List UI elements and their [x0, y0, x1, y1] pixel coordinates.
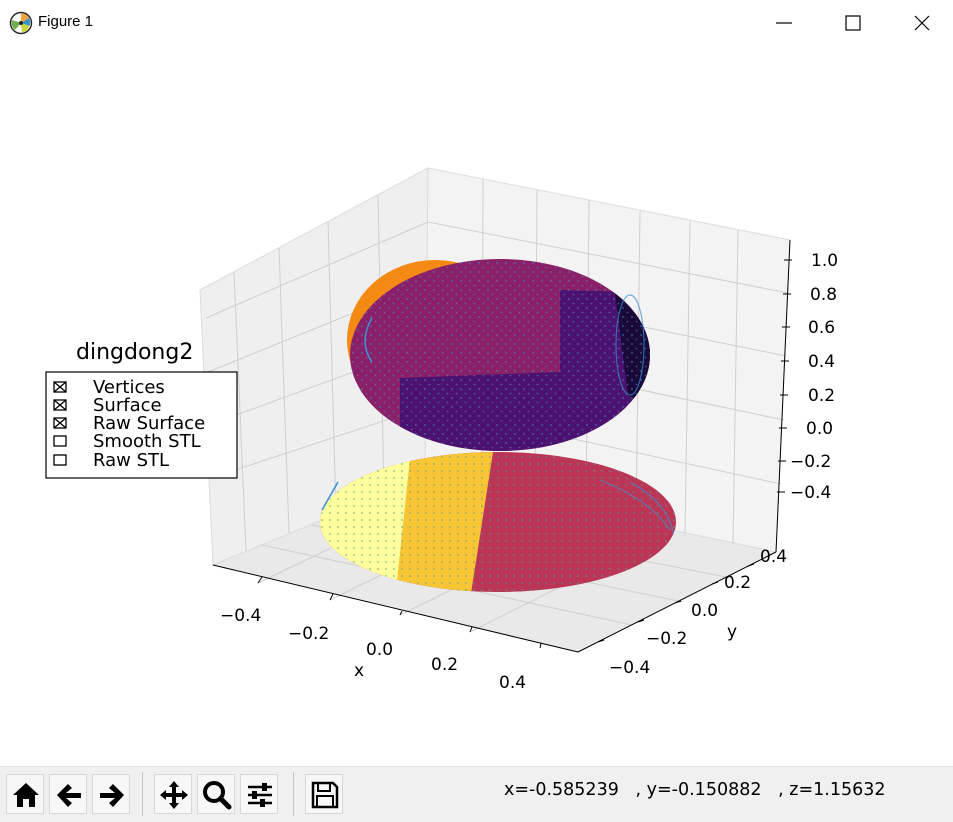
- maximize-button[interactable]: [821, 0, 883, 46]
- y-axis: −0.4 −0.2 0.0 0.2 0.4 y: [597, 547, 787, 678]
- legend-item-label: Smooth STL: [93, 431, 201, 452]
- zoom-button[interactable]: [197, 774, 235, 814]
- y-tick-label: 0.2: [724, 573, 751, 593]
- y-tick-label: 0.0: [691, 601, 718, 621]
- arrow-right-icon: [100, 784, 124, 807]
- legend-item-label: Surface: [93, 395, 162, 416]
- legend-item-label: Raw Surface: [93, 413, 205, 434]
- toolbar-separator: [142, 772, 143, 816]
- x-tick-label: 0.4: [499, 673, 526, 693]
- y-tick-label: −0.2: [646, 629, 687, 649]
- x-axis-label: x: [354, 661, 364, 681]
- home-button[interactable]: [6, 774, 44, 814]
- window-title: Figure 1: [38, 13, 94, 30]
- z-tick-label: −0.2: [790, 452, 831, 472]
- z-tick-label: 0.0: [806, 419, 833, 439]
- configure-subplots-button[interactable]: [240, 774, 278, 814]
- z-tick-label: 0.8: [810, 285, 837, 305]
- pan-button[interactable]: [154, 774, 192, 814]
- legend-item-smooth-stl[interactable]: Smooth STL: [53, 431, 201, 452]
- minimize-button[interactable]: [752, 0, 814, 46]
- arrow-left-icon: [57, 784, 81, 807]
- x-axis: −0.4 −0.2 0.0 0.2 0.4 x: [220, 576, 542, 693]
- legend-title: dingdong2: [76, 340, 193, 365]
- figure-canvas[interactable]: −0.4 −0.2 0.0 0.2 0.4 x −0.4 −0.2 0.0 0.…: [0, 46, 953, 766]
- floppy-disk-icon: [311, 781, 339, 809]
- sliders-icon: [248, 783, 272, 807]
- upper-surface: [347, 259, 650, 451]
- window-titlebar: Figure 1: [0, 0, 953, 46]
- close-icon: [914, 15, 930, 31]
- close-button[interactable]: [890, 0, 952, 46]
- y-axis-label: y: [727, 622, 737, 642]
- back-button[interactable]: [49, 774, 87, 814]
- z-tick-label: 0.4: [808, 352, 835, 372]
- minimize-icon: [776, 22, 792, 24]
- forward-button[interactable]: [92, 774, 130, 814]
- legend-item-label: Vertices: [93, 377, 165, 398]
- y-tick-label: −0.4: [609, 658, 650, 678]
- legend-item-raw-surface[interactable]: Raw Surface: [53, 413, 205, 434]
- x-tick-label: −0.4: [220, 606, 261, 626]
- z-tick-label: 0.6: [808, 318, 835, 338]
- axes-3d[interactable]: −0.4 −0.2 0.0 0.2 0.4 x −0.4 −0.2 0.0 0.…: [0, 46, 953, 766]
- z-axis: −0.4 −0.2 0.0 0.2 0.4 0.6 0.8 1.0: [777, 251, 838, 503]
- home-icon: [13, 783, 39, 807]
- legend: dingdong2 Vertices Surface Raw Surface S…: [45, 340, 238, 479]
- z-tick-label: 0.2: [808, 386, 835, 406]
- z-tick-label: 1.0: [811, 251, 838, 271]
- legend-item-raw-stl[interactable]: Raw STL: [53, 450, 169, 471]
- cursor-coordinates: x=-0.585239 , y=-0.150882 , z=1.15632: [504, 780, 886, 800]
- magnifier-icon: [203, 781, 232, 810]
- toolbar-separator: [293, 772, 294, 816]
- x-tick-label: −0.2: [288, 624, 329, 644]
- maximize-icon: [845, 15, 861, 31]
- z-tick-label: −0.4: [790, 483, 831, 503]
- x-tick-label: 0.2: [431, 655, 458, 675]
- lower-surface: [320, 452, 676, 592]
- legend-item-vertices[interactable]: Vertices: [53, 377, 165, 398]
- y-tick-label: 0.4: [760, 547, 787, 567]
- legend-item-surface[interactable]: Surface: [53, 395, 162, 416]
- move-icon: [160, 781, 188, 809]
- legend-item-label: Raw STL: [93, 450, 169, 471]
- matplotlib-logo-icon: [9, 11, 33, 35]
- x-tick-label: 0.0: [366, 640, 393, 660]
- save-button[interactable]: [305, 774, 343, 814]
